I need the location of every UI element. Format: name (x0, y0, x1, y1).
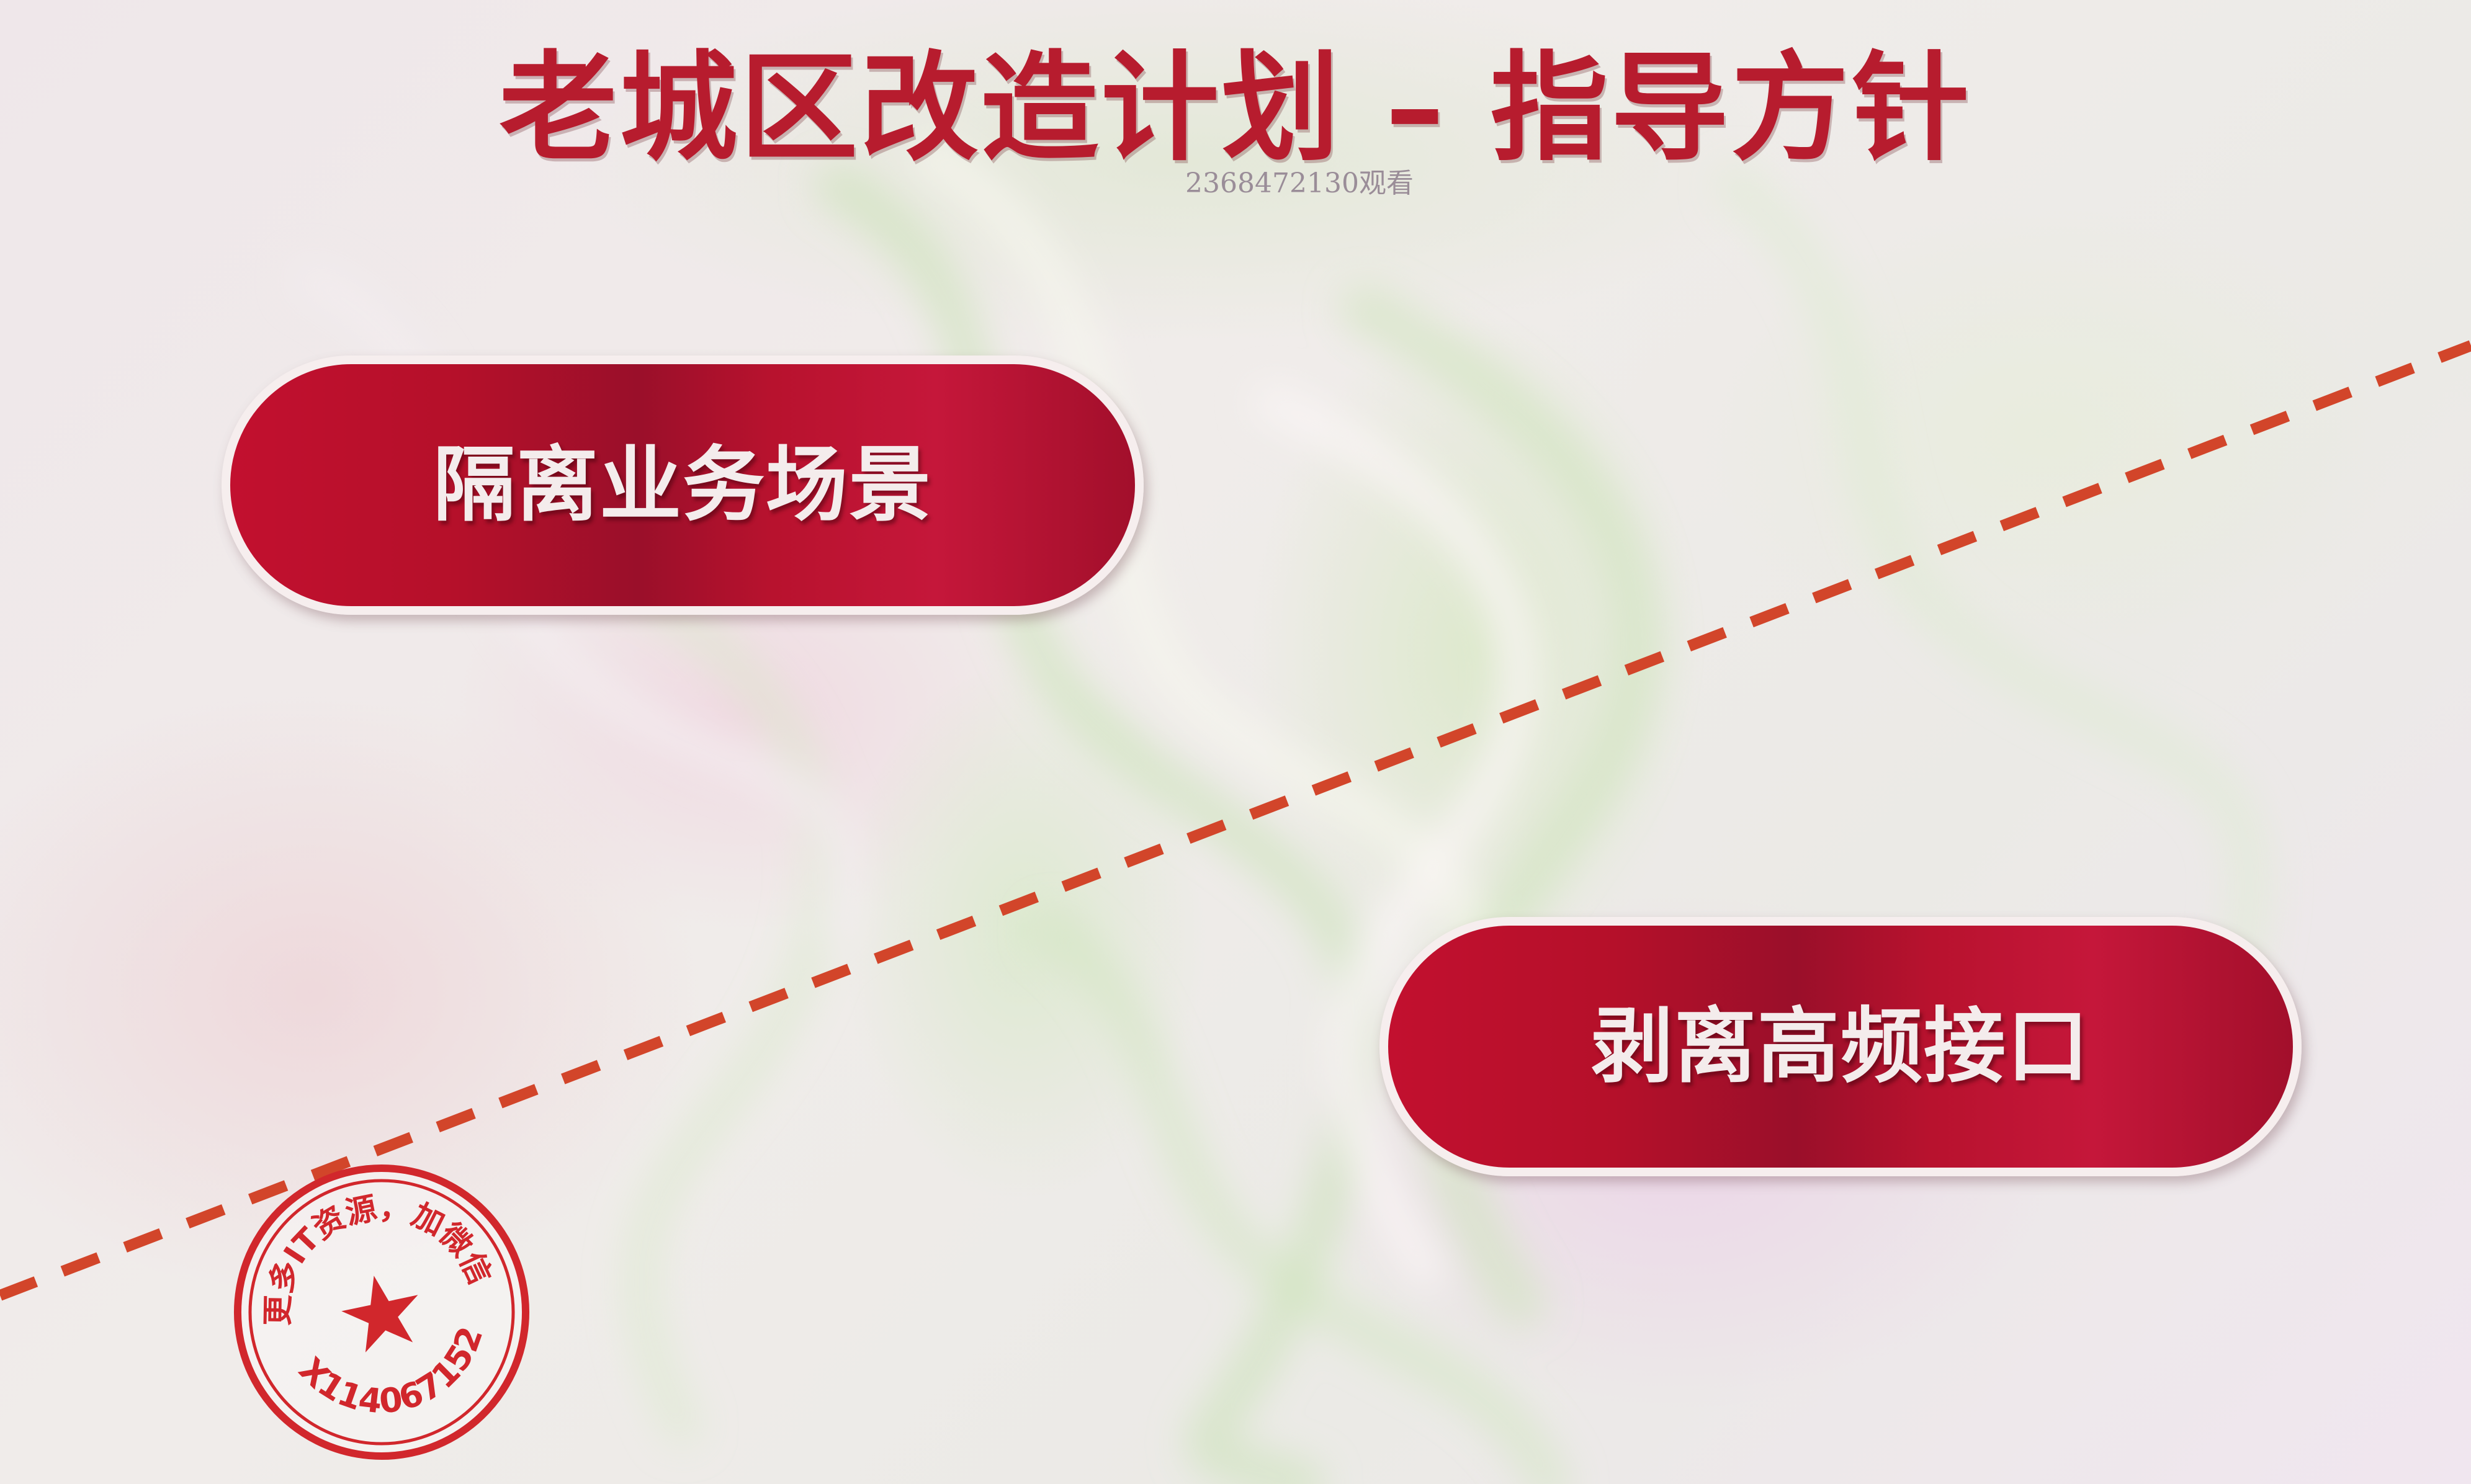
viewer-watermark: 2368472130观看 (1185, 168, 1414, 199)
pill-isolate-business-scenarios: 隔离业务场景 (222, 355, 1144, 615)
star-icon (341, 1276, 418, 1352)
watermark-stamp: 更多IT资源，加微信 X114067152 (234, 1164, 529, 1460)
pill-label: 剥离高频接口 (1591, 999, 2090, 1094)
pill-label: 隔离业务场景 (433, 437, 932, 533)
pill-strip-high-frequency-interfaces: 剥离高频接口 (1379, 917, 2302, 1176)
slide-title: 老城区改造计划 – 指导方针 (499, 40, 1972, 177)
